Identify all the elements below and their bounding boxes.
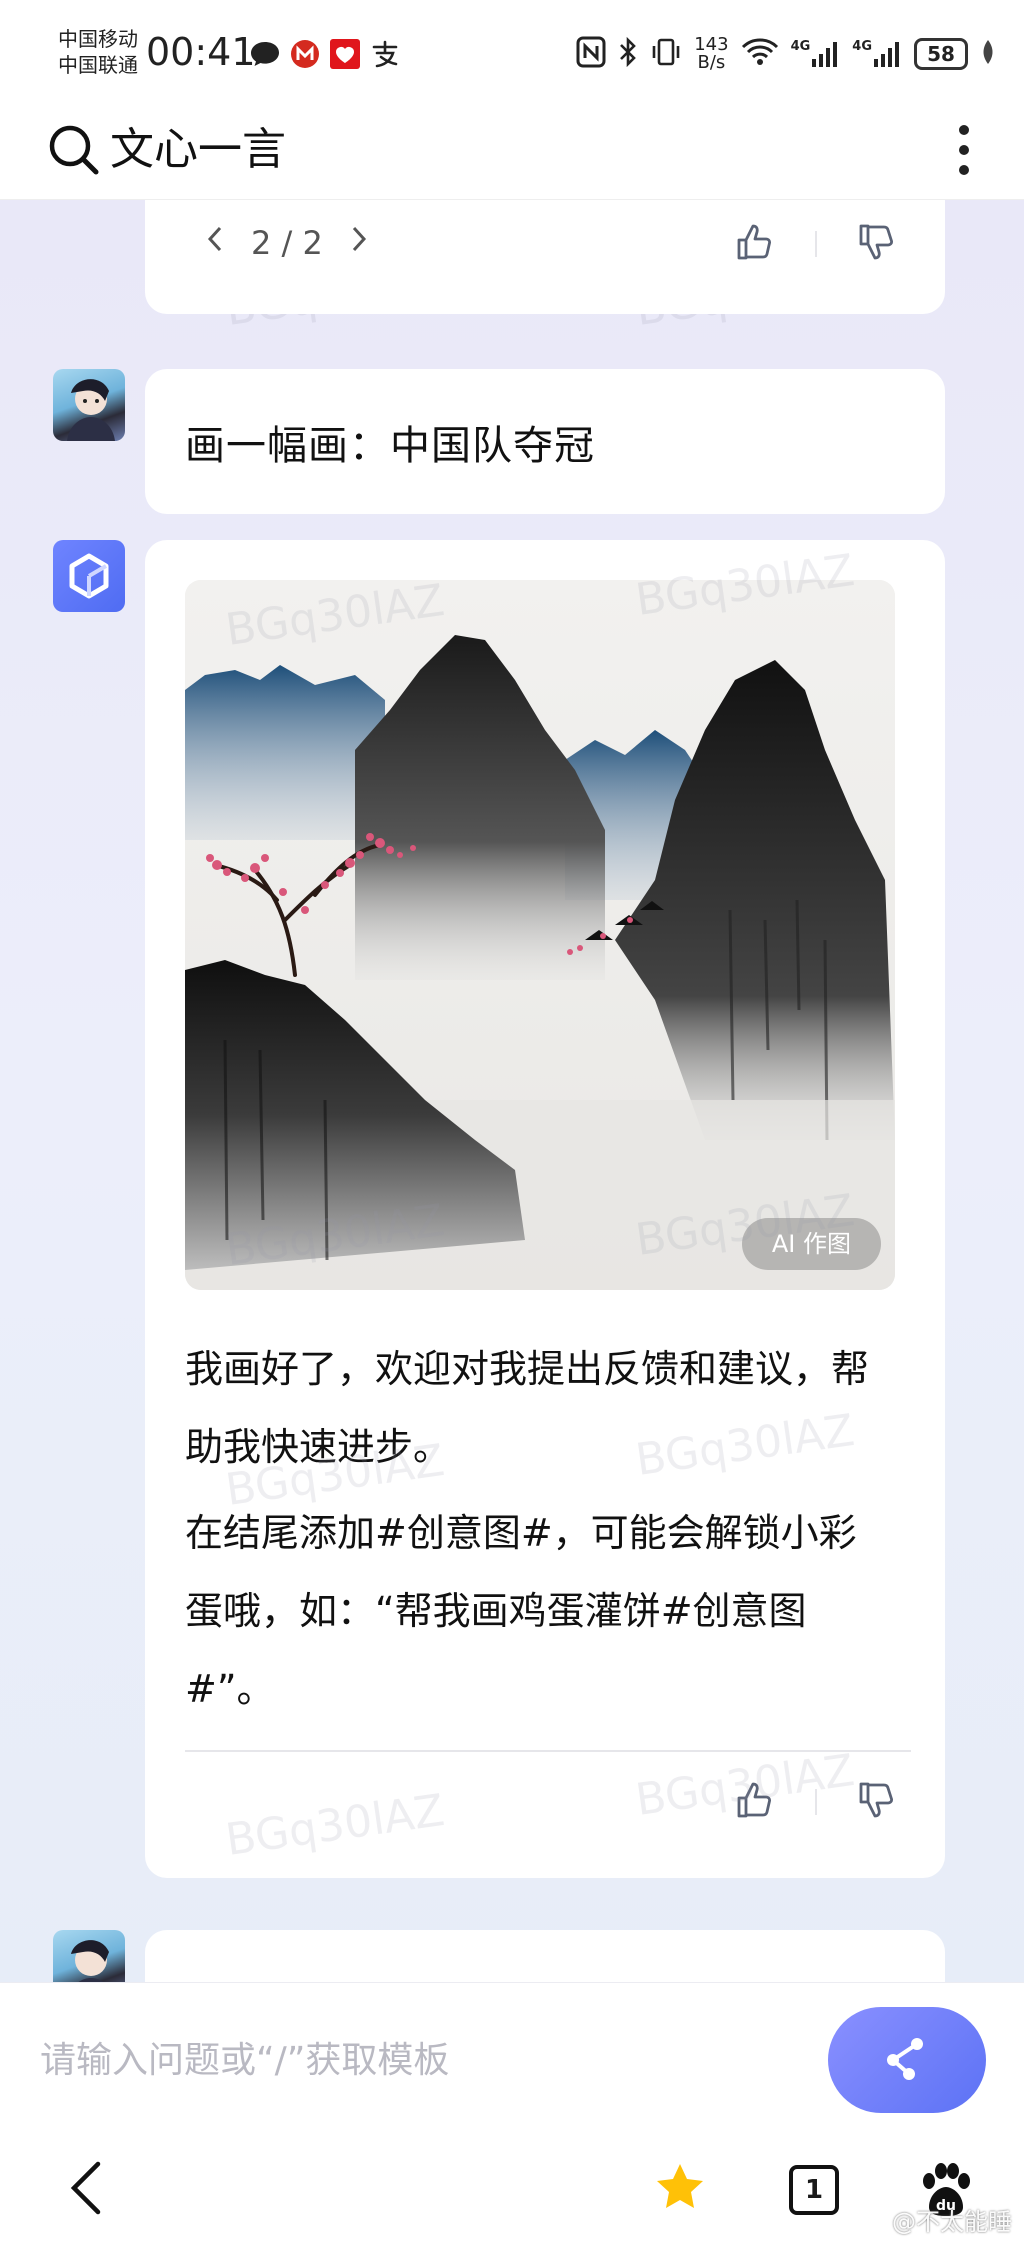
app-header: 文心一言: [0, 100, 1024, 200]
status-bar: 中国移动 中国联通 00:41 143 B/s 4G: [0, 0, 1024, 100]
thumbs-down-button[interactable]: [857, 222, 897, 266]
carrier-1: 中国移动: [58, 27, 138, 51]
battery-indicator: 58: [914, 38, 968, 70]
source-credit: @不太能睡: [892, 2208, 1012, 2236]
star-icon: [653, 2161, 707, 2219]
back-button[interactable]: [58, 2160, 114, 2220]
thumbs-up-button[interactable]: [735, 1780, 775, 1824]
vote-divider: [815, 231, 817, 257]
more-vertical-icon[interactable]: [944, 120, 984, 184]
signal-icon-1: 4G: [791, 39, 841, 69]
chat-area[interactable]: BGq30lAZ BGq30lAZ BGq30lAZ BGq30lAZ 2 / …: [0, 200, 1024, 1982]
generated-ink-painting-image[interactable]: AI 作图: [185, 580, 895, 1290]
tabs-icon: 1: [789, 2165, 839, 2215]
tabs-button[interactable]: 1: [786, 2162, 842, 2218]
power-saving-icon: [980, 38, 996, 70]
thumbs-down-button[interactable]: [857, 1780, 897, 1824]
chevron-left-icon: [66, 2160, 106, 2220]
search-icon[interactable]: [46, 122, 102, 182]
nfc-icon: [576, 36, 606, 72]
previous-response-card: 2 / 2: [145, 200, 945, 314]
health-app-icon: [328, 36, 362, 72]
bot-reply-paragraph: 在结尾添加#创意图#，可能会解锁小彩蛋哦，如：“帮我画鸡蛋灌饼#创意图#”。: [185, 1511, 857, 1711]
reply-divider: [185, 1750, 911, 1752]
page-title: 文心一言: [110, 124, 286, 175]
bot-reply-card: AI 作图 我画好了，欢迎对我提出反馈和建议，帮助我快速进步。 在结尾添加#创意…: [145, 540, 945, 1878]
chevron-right-icon[interactable]: [349, 224, 369, 262]
tab-count: 1: [804, 2175, 824, 2205]
carrier-info: 中国移动 中国联通: [58, 26, 138, 78]
response-pager: 2 / 2: [205, 224, 369, 262]
status-right-group: 143 B/s 4G 4G 58: [576, 32, 996, 76]
chat-notification-icon: [248, 36, 282, 72]
next-message-bubble: [145, 1930, 945, 1982]
bluetooth-icon: [618, 36, 638, 72]
vote-group: [735, 1780, 897, 1824]
ink-painting-illustration: [185, 580, 895, 1290]
user-avatar[interactable]: [53, 369, 125, 441]
chevron-left-icon[interactable]: [205, 224, 225, 262]
bot-reply-paragraph: 我画好了，欢迎对我提出反馈和建议，帮助我快速进步。: [185, 1347, 870, 1469]
bot-reply-text: 我画好了，欢迎对我提出反馈和建议，帮助我快速进步。 在结尾添加#创意图#，可能会…: [185, 1330, 885, 1728]
send-button[interactable]: [828, 2007, 986, 2113]
alipay-icon: [368, 36, 402, 72]
signal-icon-2: 4G: [852, 39, 902, 69]
bot-avatar: [53, 540, 125, 612]
metro-app-icon: [288, 36, 322, 72]
input-bar: 请输入问题或“/”获取模板: [0, 1982, 1024, 2134]
send-icon: [879, 2030, 935, 2090]
status-time: 00:41: [146, 30, 256, 74]
wifi-icon: [741, 37, 779, 71]
bottom-navigation: 1 du @不太能睡: [0, 2134, 1024, 2251]
pager-text: 2 / 2: [251, 224, 323, 262]
user-message-bubble: 画一幅画：中国队夺冠: [145, 369, 945, 514]
vote-group: [735, 222, 897, 266]
net-speed: 143 B/s: [694, 34, 729, 73]
baidu-paw-icon: du: [917, 2161, 975, 2223]
user-avatar[interactable]: [53, 1930, 125, 1982]
user-message-text: 画一幅画：中国队夺冠: [185, 423, 595, 469]
thumbs-up-button[interactable]: [735, 222, 775, 266]
carrier-2: 中国联通: [58, 53, 138, 77]
favorite-button[interactable]: [652, 2162, 708, 2218]
svg-text:du: du: [936, 2198, 956, 2214]
vibrate-icon: [650, 36, 682, 72]
vote-divider: [815, 1789, 817, 1815]
ai-drawing-badge: AI 作图: [741, 1218, 881, 1270]
baidu-home-button[interactable]: du: [914, 2162, 978, 2222]
question-input[interactable]: 请输入问题或“/”获取模板: [40, 2040, 450, 2081]
